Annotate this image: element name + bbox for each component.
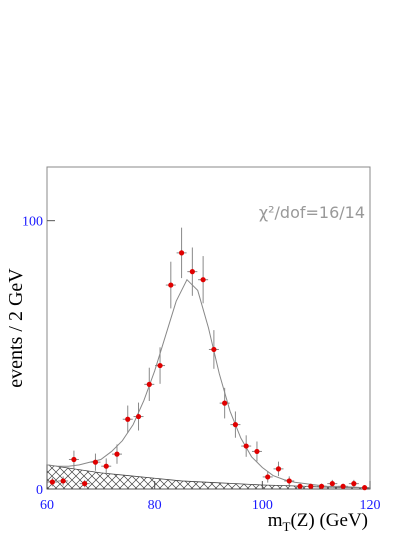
data-point [286,478,292,484]
x-tick-label: 100 [252,498,273,513]
data-point [146,381,152,387]
y-axis-label: events / 2 GeV [5,268,27,388]
data-point [211,346,217,353]
data-point [168,282,174,288]
x-tick-label: 80 [148,498,162,513]
y-tick-label: 100 [22,215,43,230]
y-tick-label: 0 [36,483,43,498]
data-point [200,277,206,283]
data-point [71,456,77,463]
data-point [60,478,66,484]
data-point [351,481,357,487]
x-label-sub: T [283,519,291,534]
data-point [254,448,260,455]
data-point [178,250,185,256]
data-point [318,483,325,489]
data-point [362,485,368,491]
x-axis-label: mT(Z) (GeV) [268,510,368,534]
data-point [49,479,55,485]
data-point [232,422,239,428]
fit-curve [46,278,371,489]
data-point [297,483,303,489]
chi2-annotation: χ²/dof=16/14 [259,203,365,222]
data-point [189,269,195,275]
x-label-rest: (Z) (GeV) [290,510,368,531]
data-point [243,443,249,449]
data-point [275,466,282,472]
data-point [308,483,314,489]
data-point [92,459,99,465]
x-tick-label: 60 [40,498,54,513]
x-label-main: m [268,510,283,531]
x-tick-label: 120 [360,498,381,513]
data-point [222,400,228,406]
data-point [135,413,142,420]
data-point [103,463,109,469]
data-point [157,362,163,369]
data-point [265,474,271,480]
data-point [329,481,335,487]
data-point [340,483,346,489]
data-point [125,416,131,422]
data-point [114,451,120,457]
data-point [82,481,88,487]
